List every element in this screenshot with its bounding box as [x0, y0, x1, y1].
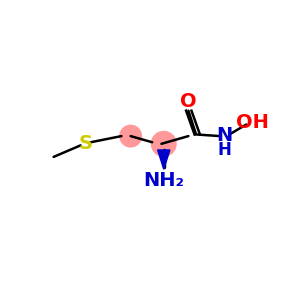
Text: N: N: [217, 126, 233, 145]
Circle shape: [152, 131, 176, 156]
Polygon shape: [158, 150, 170, 169]
Circle shape: [120, 125, 141, 147]
Text: H: H: [218, 141, 232, 159]
Text: OH: OH: [236, 113, 269, 132]
Text: O: O: [180, 92, 197, 111]
Text: NH₂: NH₂: [143, 171, 184, 190]
Text: S: S: [79, 134, 93, 153]
